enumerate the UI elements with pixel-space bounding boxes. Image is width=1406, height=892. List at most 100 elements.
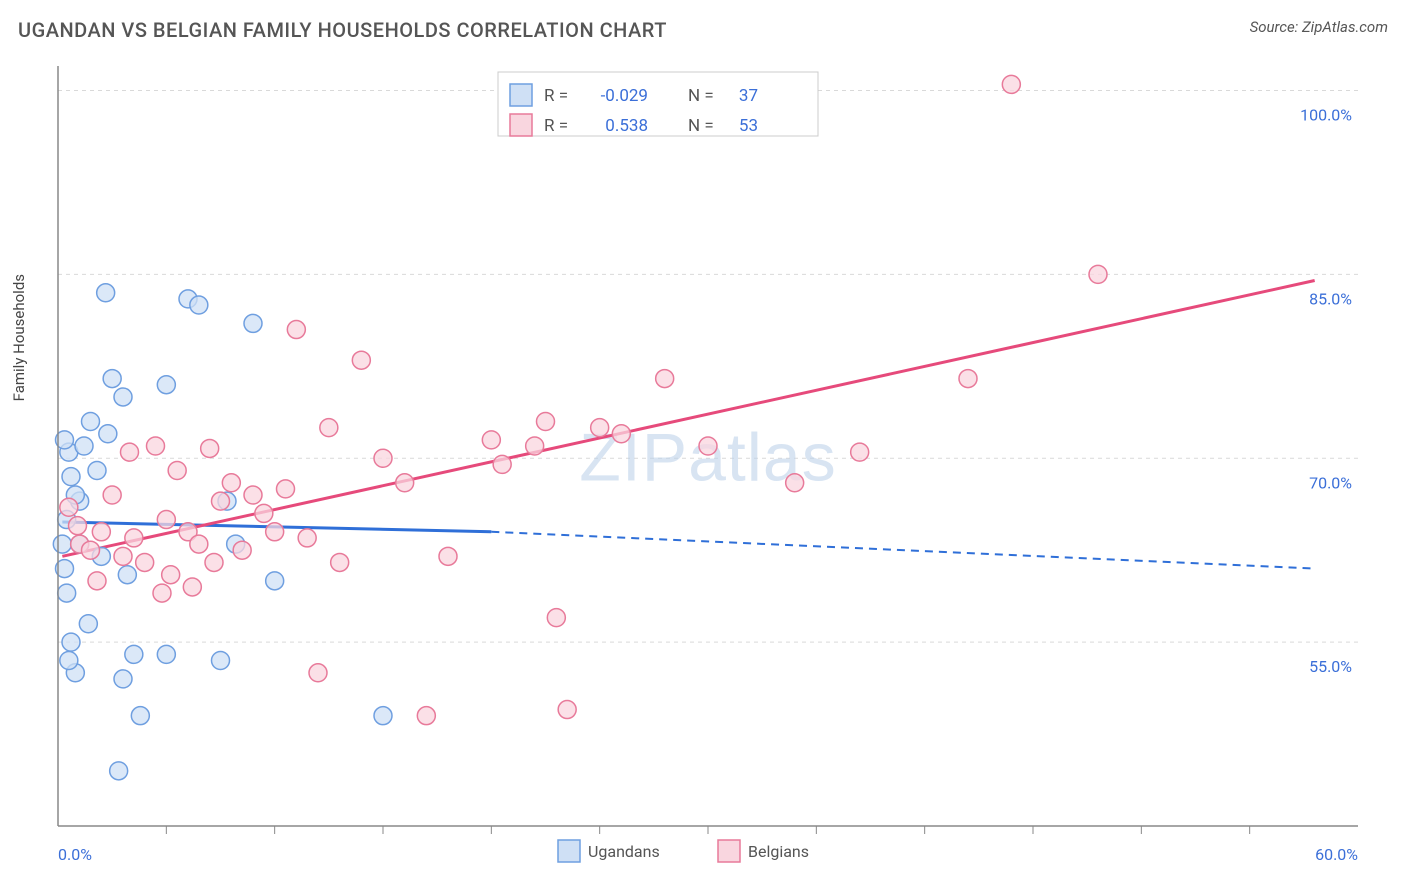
data-point-belgians [153,584,171,602]
data-point-belgians [547,609,565,627]
data-point-belgians [244,486,262,504]
data-point-belgians [591,419,609,437]
data-point-belgians [125,529,143,547]
data-point-belgians [92,523,110,541]
data-point-belgians [103,486,121,504]
data-point-belgians [147,437,165,455]
data-point-belgians [526,437,544,455]
data-point-ugandans [79,615,97,633]
data-point-ugandans [75,437,93,455]
data-point-ugandans [125,645,143,663]
data-point-ugandans [99,425,117,443]
data-point-belgians [1002,75,1020,93]
data-point-ugandans [97,284,115,302]
data-point-ugandans [82,412,100,430]
data-point-belgians [537,412,555,430]
data-point-belgians [233,541,251,559]
data-point-ugandans [62,468,80,486]
data-point-belgians [558,701,576,719]
data-point-belgians [183,578,201,596]
legend-swatch [558,840,580,862]
data-point-belgians [69,517,87,535]
data-point-belgians [699,437,717,455]
data-point-belgians [374,449,392,467]
data-point-belgians [121,443,139,461]
data-point-belgians [255,504,273,522]
data-point-belgians [222,474,240,492]
data-point-ugandans [131,707,149,725]
legend-r-label: R = [544,86,568,106]
data-point-belgians [114,547,132,565]
data-point-belgians [136,553,154,571]
data-point-ugandans [114,670,132,688]
data-point-ugandans [58,584,76,602]
data-point-belgians [162,566,180,584]
data-point-ugandans [157,645,175,663]
data-point-belgians [493,455,511,473]
data-point-belgians [82,541,100,559]
data-point-belgians [959,370,977,388]
data-point-belgians [1089,265,1107,283]
trend-line-dash-ugandans [491,532,1314,569]
data-point-belgians [417,707,435,725]
y-tick-label: 55.0% [1309,657,1352,676]
data-point-ugandans [118,566,136,584]
legend-r-value: -0.029 [601,86,648,106]
data-point-belgians [656,370,674,388]
data-point-belgians [320,419,338,437]
data-point-belgians [309,664,327,682]
y-axis-label: Family Households [10,274,28,401]
correlation-scatter-chart: 55.0%70.0%85.0%100.0%ZIPatlas0.0%60.0%Ug… [18,56,1388,874]
data-point-ugandans [374,707,392,725]
legend-label: Belgians [748,842,809,861]
legend-swatch [718,840,740,862]
data-point-belgians [786,474,804,492]
legend-label: Ugandans [588,842,660,861]
data-point-ugandans [212,652,230,670]
x-tick-label: 60.0% [1315,845,1358,864]
data-point-belgians [60,498,78,516]
data-point-ugandans [53,535,71,553]
data-point-belgians [205,553,223,571]
data-point-belgians [212,492,230,510]
x-tick-label: 0.0% [58,845,92,864]
data-point-ugandans [60,652,78,670]
legend-n-label: N = [688,86,714,106]
legend-n-value: 37 [739,86,758,106]
legend-n-label: N = [688,116,714,136]
data-point-ugandans [110,762,128,780]
data-point-belgians [612,425,630,443]
data-point-belgians [331,553,349,571]
legend-r-value: 0.538 [605,116,648,136]
data-point-belgians [157,511,175,529]
data-point-ugandans [157,376,175,394]
data-point-belgians [396,474,414,492]
legend-n-value: 53 [739,116,758,136]
y-tick-label: 85.0% [1309,289,1352,308]
data-point-belgians [287,321,305,339]
data-point-belgians [277,480,295,498]
data-point-ugandans [114,388,132,406]
data-point-belgians [352,351,370,369]
y-tick-label: 100.0% [1300,106,1352,125]
data-point-ugandans [88,462,106,480]
legend-swatch [510,84,532,106]
data-point-ugandans [244,314,262,332]
data-point-ugandans [266,572,284,590]
data-point-belgians [439,547,457,565]
legend-swatch [510,114,532,136]
data-point-ugandans [103,370,121,388]
source-attribution: Source: ZipAtlas.com [1250,18,1388,36]
data-point-belgians [190,535,208,553]
legend-r-label: R = [544,116,568,136]
data-point-belgians [201,439,219,457]
data-point-ugandans [190,296,208,314]
data-point-belgians [266,523,284,541]
y-tick-label: 70.0% [1309,473,1352,492]
data-point-belgians [298,529,316,547]
data-point-belgians [482,431,500,449]
chart-title: UGANDAN VS BELGIAN FAMILY HOUSEHOLDS COR… [18,18,667,42]
data-point-belgians [88,572,106,590]
data-point-belgians [851,443,869,461]
data-point-ugandans [62,633,80,651]
